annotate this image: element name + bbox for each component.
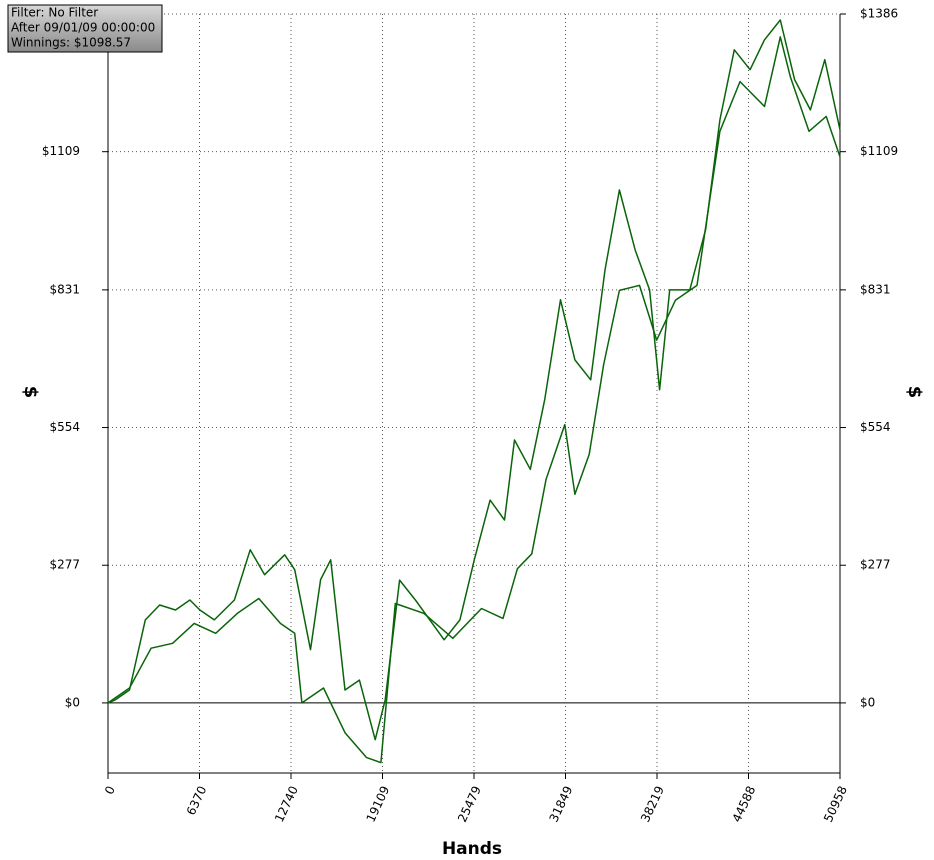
x-tick-label: 12740 [272, 784, 301, 825]
x-tick-label: 25479 [455, 784, 484, 825]
y2-tick-label: $0 [860, 695, 875, 709]
y2-tick-label: $831 [860, 282, 891, 296]
y2-tick-label: $277 [860, 558, 891, 572]
x-tick-label: 38219 [638, 784, 667, 825]
y-tick-label: $1109 [42, 144, 80, 158]
annotation: After 09/01/09 00:00:00 [11, 21, 155, 35]
series-line [107, 36, 841, 764]
y2-tick-label: $554 [860, 420, 891, 434]
x-tick-label: 44588 [730, 784, 759, 825]
y-tick-label: $831 [49, 282, 80, 296]
y2-axis-label: $ [904, 386, 925, 399]
plot-area: $0 $277 $554 $831 $1109 $1386 $0 $277 $554 $831 $1… [42, 7, 898, 825]
x-axis-label: Hands [442, 839, 502, 859]
y-tick-label: $0 [65, 695, 80, 709]
y2-tick-label: $1386 [860, 7, 898, 21]
x-tick-label: 50958 [821, 784, 850, 825]
x-tick-label: 31849 [547, 784, 576, 825]
annotation: Winnings: $1098.57 [11, 36, 131, 50]
annotation: Filter: No Filter [11, 6, 98, 20]
y2-tick-label: $1109 [860, 144, 898, 158]
y-tick-label: $554 [49, 420, 80, 434]
x-tick-label: 6370 [184, 784, 210, 818]
y-tick-label: $277 [49, 558, 80, 572]
x-tick-label: 0 [102, 784, 118, 797]
x-tick-label: 19109 [364, 784, 393, 825]
info-box [7, 4, 163, 53]
y-axis-label: $ [20, 386, 41, 399]
